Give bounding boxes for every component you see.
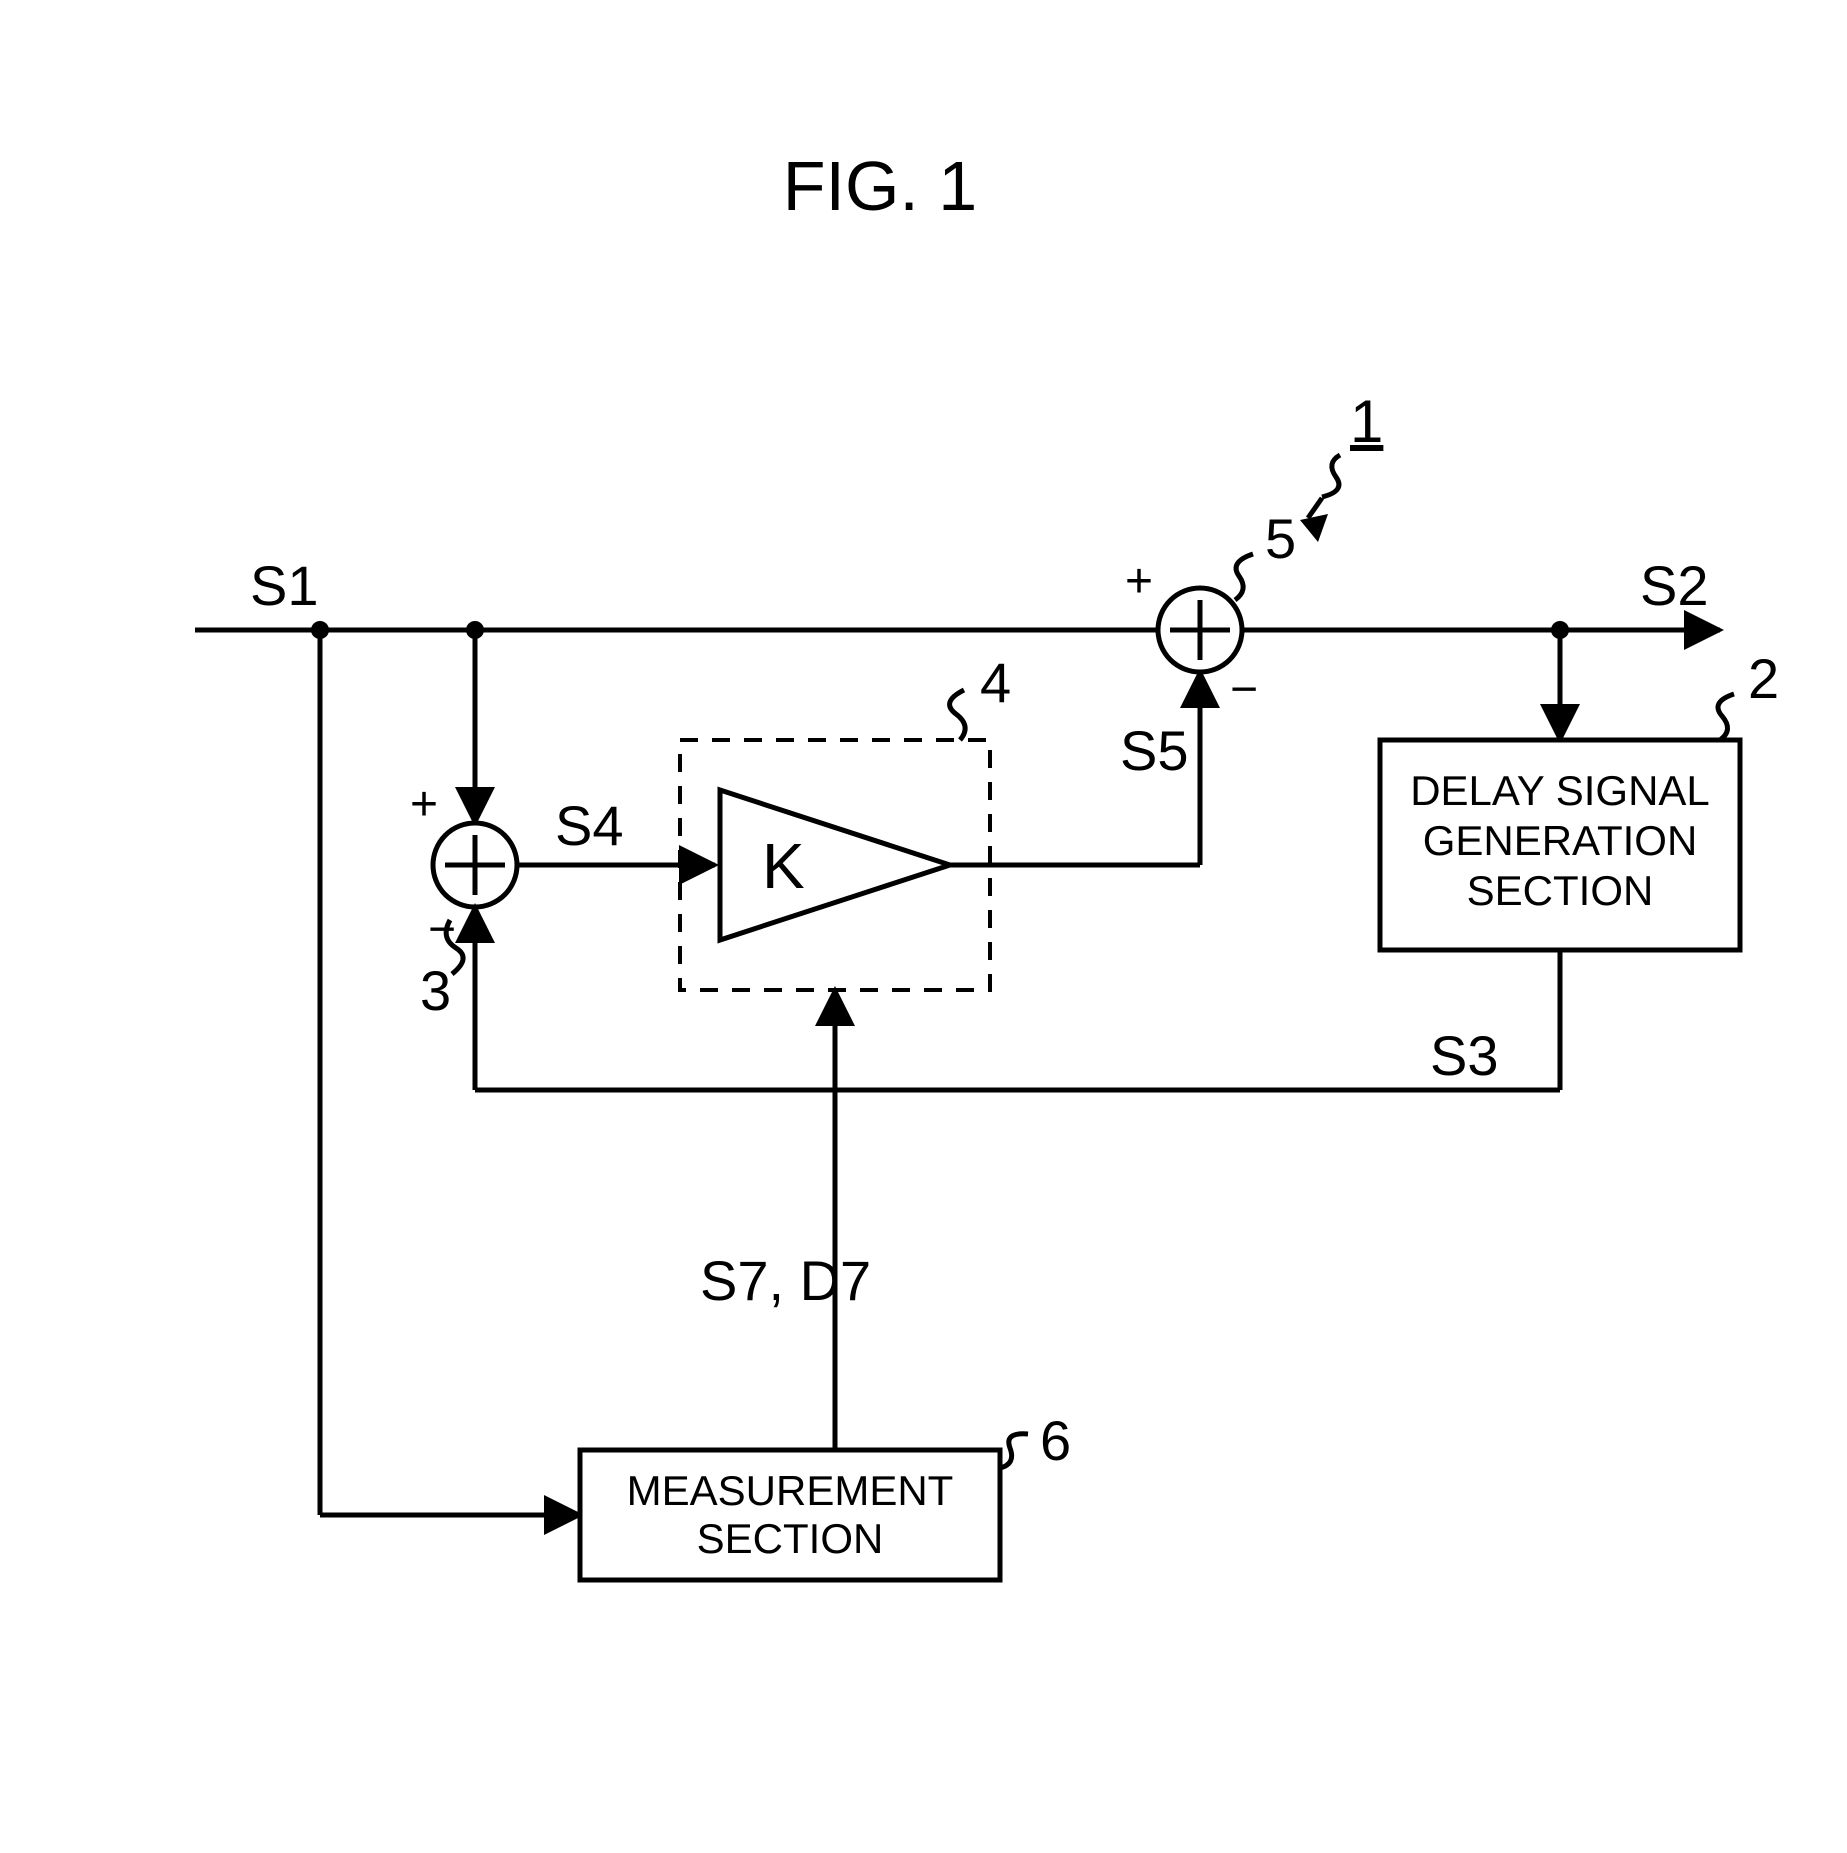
delay-line1: DELAY SIGNAL [1410,767,1710,814]
ref-3: 3 [420,959,451,1022]
label-s2: S2 [1640,554,1709,617]
amp-triangle [720,790,950,940]
meas-line1: MEASUREMENT [627,1467,954,1514]
block-diagram: FIG. 1 S1 S2 + − 3 S4 K 4 S5 + − 5 [0,0,1847,1853]
label-k: K [762,830,805,902]
delay-line2: GENERATION [1423,817,1698,864]
ref-4: 4 [980,651,1011,714]
ref-1-group: 1 [1300,388,1383,542]
squiggle-2 [1718,694,1734,740]
squiggle-4 [950,690,966,740]
delay-line3: SECTION [1467,867,1654,914]
label-s1: S1 [250,554,319,617]
squiggle-5 [1235,554,1253,600]
label-s5: S5 [1120,719,1189,782]
sum3-plus: + [410,778,438,831]
ref-6: 6 [1040,1409,1071,1472]
figure-title: FIG. 1 [783,147,977,225]
squiggle-6 [1000,1434,1028,1468]
summer-5 [1158,588,1242,672]
sum5-plus: + [1125,555,1153,608]
meas-line2: SECTION [697,1515,884,1562]
label-s7d7: S7, D7 [700,1249,871,1312]
summer-3 [433,823,517,907]
label-s3: S3 [1430,1024,1499,1087]
label-s4: S4 [555,794,624,857]
ref-5: 5 [1265,507,1296,570]
sum5-minus: − [1230,663,1258,716]
ref-2: 2 [1748,647,1779,710]
ref-1: 1 [1350,388,1383,455]
